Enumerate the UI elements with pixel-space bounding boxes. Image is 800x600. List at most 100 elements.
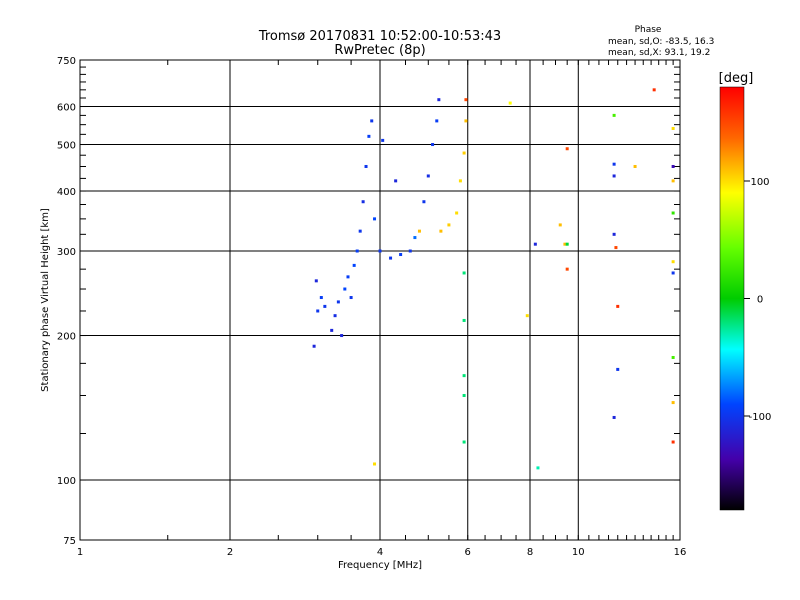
data-point [612, 162, 616, 166]
data-point [464, 98, 468, 102]
data-point [408, 249, 412, 253]
data-point [612, 113, 616, 117]
data-point [370, 119, 374, 123]
x-tick-label: 1 [77, 547, 83, 558]
x-tick-label: 2 [227, 547, 233, 558]
data-point [671, 179, 675, 183]
stats-line-x: mean, sd,X: 93.1, 19.2 [608, 48, 710, 58]
data-point [671, 355, 675, 359]
data-point [373, 462, 377, 466]
data-point [340, 334, 344, 338]
data-point [447, 223, 451, 227]
data-point [533, 242, 537, 246]
data-point [358, 229, 362, 233]
x-tick-label: 10 [572, 547, 585, 558]
data-point [455, 211, 459, 215]
data-point [458, 179, 462, 183]
data-point [439, 229, 443, 233]
data-point [462, 271, 466, 275]
data-point [378, 249, 382, 253]
data-point [314, 279, 318, 283]
data-point [671, 211, 675, 215]
data-point [394, 179, 398, 183]
data-point [464, 119, 468, 123]
data-point [612, 232, 616, 236]
data-point [399, 253, 403, 257]
data-point [435, 119, 439, 123]
x-tick-labels: 1 2 4 6 8 10 16 [77, 547, 687, 558]
y-tick-label: 300 [57, 247, 76, 258]
stats-heading: Phase [635, 25, 662, 35]
data-point [565, 147, 569, 151]
data-point [323, 304, 327, 308]
data-point [563, 242, 567, 246]
chart-subtitle: RwPretec (8p) [334, 43, 425, 58]
data-point [333, 314, 337, 318]
data-point [671, 271, 675, 275]
data-points [312, 88, 675, 470]
colorbar-tick-label: 0 [757, 295, 763, 306]
colorbar-tick-label: 100 [750, 177, 769, 188]
data-point [671, 401, 675, 405]
data-point [373, 217, 377, 221]
y-tick-label: 75 [63, 536, 76, 547]
grid-lines [80, 60, 680, 540]
data-point [612, 174, 616, 178]
data-point [330, 328, 334, 332]
y-tick-label: 600 [57, 103, 76, 114]
data-point [367, 134, 371, 138]
data-point [417, 229, 421, 233]
data-point [462, 440, 466, 444]
data-point [633, 164, 637, 168]
data-point [671, 126, 675, 130]
data-point [462, 394, 466, 398]
y-tick-label: 500 [57, 141, 76, 152]
data-point [312, 344, 316, 348]
data-point [364, 164, 368, 168]
data-point [614, 246, 618, 250]
x-tick-label: 16 [674, 547, 687, 558]
data-point [349, 296, 353, 300]
minor-ticks [79, 59, 681, 541]
data-point [336, 300, 340, 304]
data-point [346, 275, 350, 279]
colorbar-ticks: 100 0 -100 [744, 177, 771, 423]
data-point [422, 200, 426, 204]
data-point [558, 223, 562, 227]
data-point [431, 143, 435, 147]
data-point [319, 296, 323, 300]
data-point [343, 287, 347, 291]
data-point [508, 101, 512, 105]
y-tick-labels: 75 100 200 300 400 500 600 750 [57, 56, 76, 547]
data-point [525, 314, 529, 318]
data-point [389, 256, 393, 260]
colorbar-tick-label: -100 [749, 412, 772, 423]
x-axis-label: Frequency [MHz] [338, 560, 422, 571]
data-point [565, 267, 569, 271]
colorbar [719, 86, 745, 511]
x-tick-label: 6 [465, 547, 471, 558]
stats-line-o: mean, sd,O: -83.5, 16.3 [608, 37, 714, 47]
chart-title: Tromsø 20170831 10:52:00-10:53:43 [258, 29, 501, 44]
data-point [426, 174, 430, 178]
data-point [652, 88, 656, 92]
colorbar-label: [deg] [719, 71, 754, 86]
data-point [352, 263, 356, 267]
data-point [612, 415, 616, 419]
data-point [413, 236, 417, 240]
data-point [462, 318, 466, 322]
y-tick-label: 750 [57, 56, 76, 67]
data-point [361, 200, 365, 204]
x-tick-label: 8 [527, 547, 533, 558]
data-point [671, 164, 675, 168]
data-point [437, 98, 441, 102]
data-point [616, 304, 620, 308]
data-point [462, 374, 466, 378]
data-point [381, 138, 385, 142]
data-point [355, 249, 359, 253]
data-point [565, 242, 569, 246]
data-point [671, 440, 675, 444]
y-tick-label: 100 [57, 476, 76, 487]
data-point [616, 367, 620, 371]
